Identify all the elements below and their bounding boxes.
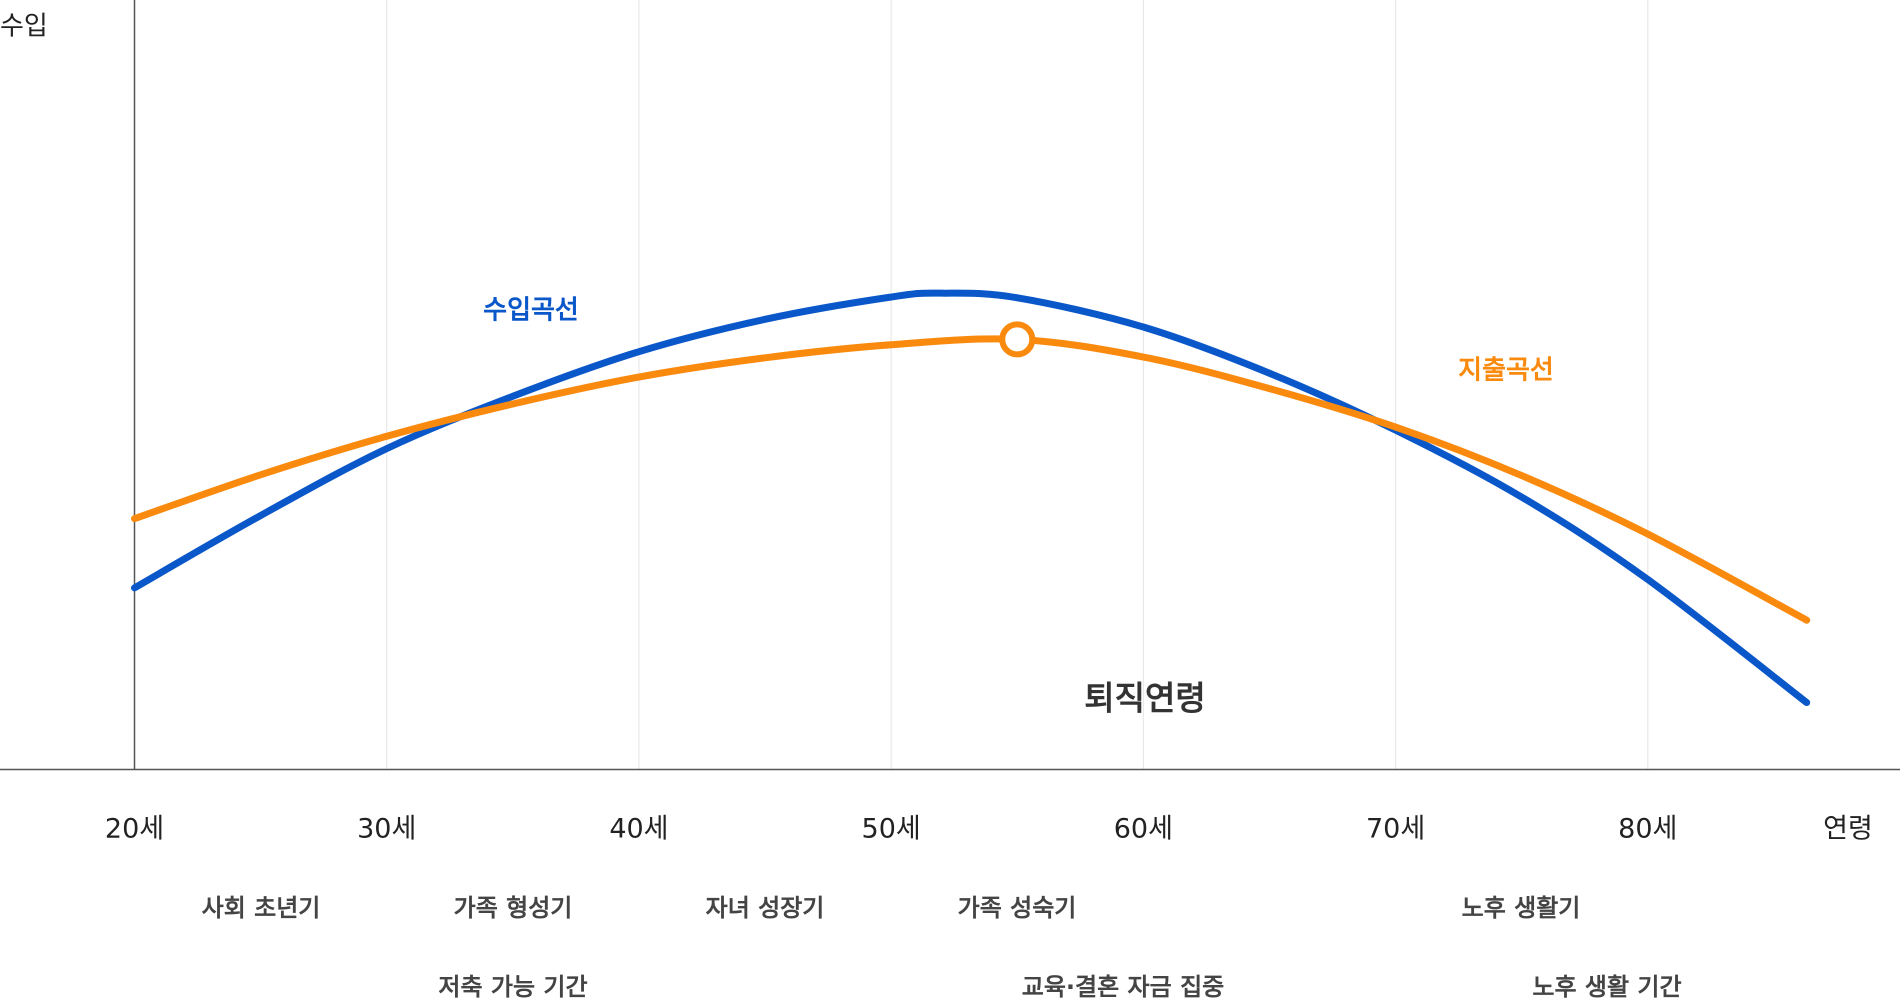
- line-series: [131, 335, 1811, 624]
- period-label: 저축 가능 기간: [438, 973, 587, 1001]
- x-tick-label: 70세: [1366, 814, 1425, 845]
- period-label: 노후 생활 기간: [1532, 973, 1681, 1001]
- x-axis-label: 연령: [1823, 814, 1873, 845]
- series-label: 지출곡선: [1458, 356, 1554, 386]
- x-tick-label: 60세: [1114, 814, 1173, 845]
- stage-label: 가족 성숙기: [958, 894, 1077, 922]
- x-tick-label: 20세: [105, 814, 164, 845]
- x-tick-label: 30세: [357, 814, 416, 845]
- line-series: [131, 289, 1811, 707]
- highlight-marker: [999, 321, 1036, 358]
- series-label: 수입곡선: [483, 296, 579, 326]
- stage-label: 노후 생활기: [1462, 894, 1581, 922]
- stage-label: 자녀 성장기: [706, 894, 825, 922]
- x-tick-label: 50세: [862, 814, 921, 845]
- x-tick-label: 80세: [1618, 814, 1677, 845]
- y-axis-label: 수입: [0, 12, 48, 42]
- stage-label: 사회 초년기: [202, 894, 321, 922]
- x-tick-label: 40세: [609, 814, 668, 845]
- stage-label: 가족 형성기: [454, 894, 573, 922]
- annotation: 퇴직연령: [1084, 679, 1205, 718]
- period-label: 교육·결혼 자금 집중: [1022, 973, 1224, 1001]
